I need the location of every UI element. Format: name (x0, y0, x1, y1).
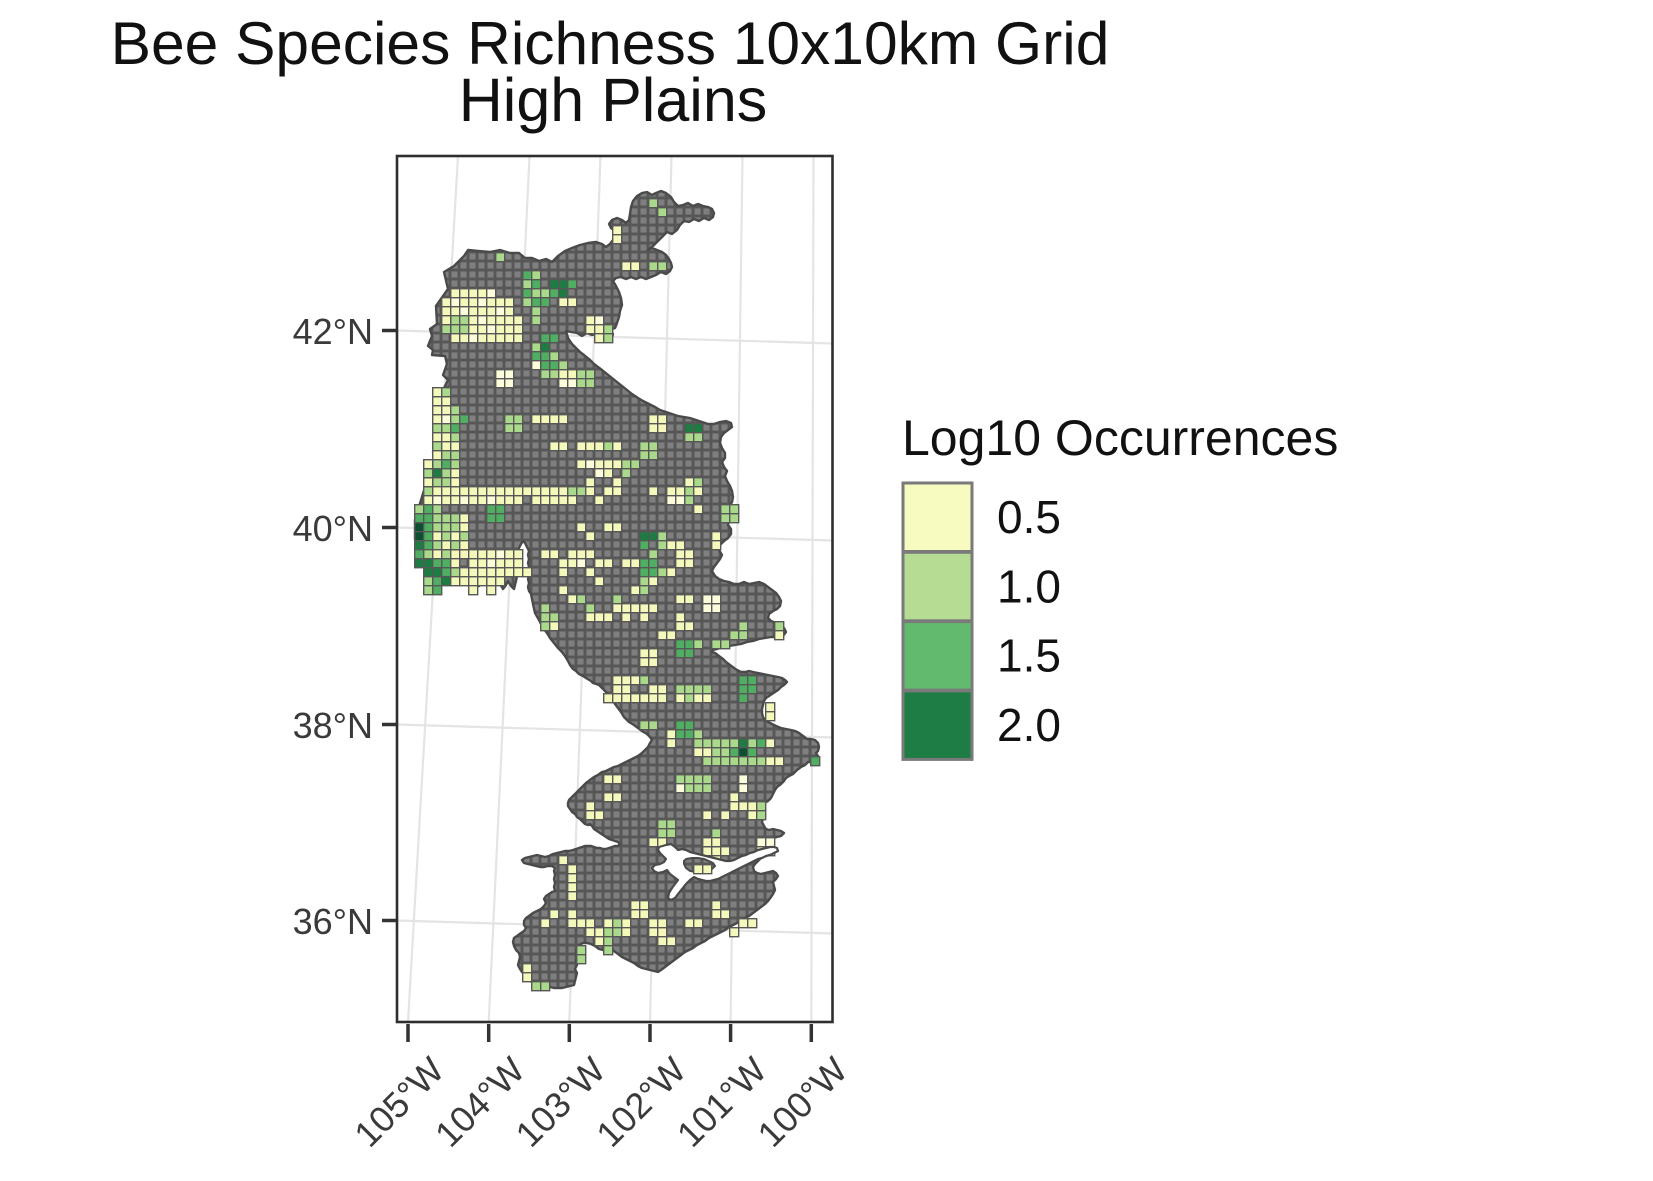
svg-text:1.5: 1.5 (997, 630, 1061, 682)
svg-text:Bee Species Richness 10x10km G: Bee Species Richness 10x10km Grid (111, 9, 1110, 77)
svg-text:38°N: 38°N (293, 705, 373, 746)
svg-text:40°N: 40°N (293, 508, 373, 549)
svg-text:0.5: 0.5 (997, 491, 1061, 543)
svg-text:High Plains: High Plains (459, 66, 768, 134)
svg-text:2.0: 2.0 (997, 699, 1061, 751)
svg-text:42°N: 42°N (293, 311, 373, 352)
svg-text:Log10 Occurrences: Log10 Occurrences (902, 410, 1338, 466)
svg-text:1.0: 1.0 (997, 560, 1061, 612)
svg-text:36°N: 36°N (293, 901, 373, 942)
